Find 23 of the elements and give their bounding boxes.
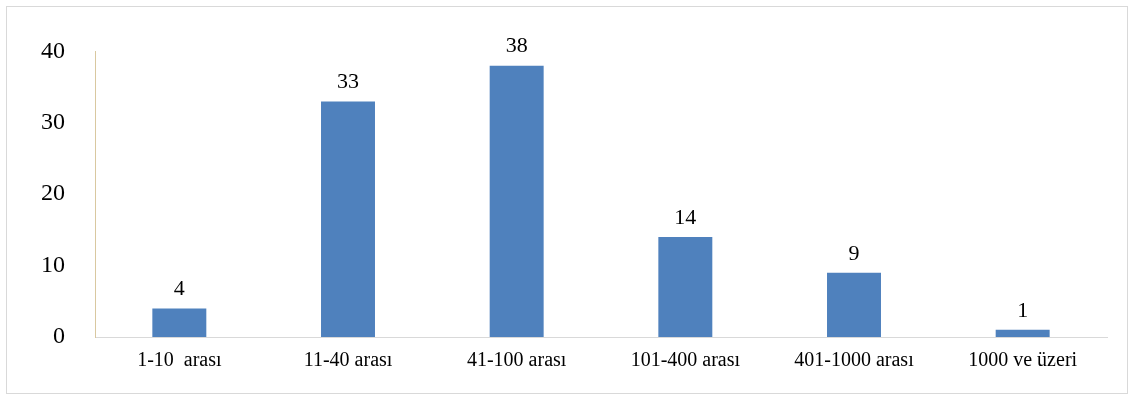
bar [489, 65, 544, 337]
bar [321, 101, 375, 337]
y-tick-label: 0 [53, 322, 65, 349]
x-tick-label: 401-1000 arası [794, 348, 915, 371]
data-label: 33 [337, 68, 359, 94]
bar [658, 237, 713, 337]
x-tick-label: 1-10 arası [137, 348, 222, 371]
bar [152, 308, 207, 337]
x-tick-label: 1000 ve üzeri [968, 348, 1078, 371]
data-label: 4 [173, 275, 185, 301]
y-tick-label: 20 [41, 179, 65, 206]
y-tick-label: 30 [41, 108, 65, 135]
bar [827, 272, 881, 337]
x-tick-label: 41-100 arası [466, 348, 567, 371]
data-label: 1 [1017, 296, 1029, 322]
data-label: 9 [848, 239, 860, 265]
bar [995, 329, 1050, 337]
data-label: 14 [674, 203, 697, 229]
y-tick-label: 10 [41, 250, 65, 277]
data-label: 38 [505, 32, 528, 58]
y-tick-label: 40 [41, 36, 65, 63]
x-tick-label: 101-400 arası [630, 348, 741, 371]
x-tick-label: 11-40 arası [303, 348, 393, 371]
